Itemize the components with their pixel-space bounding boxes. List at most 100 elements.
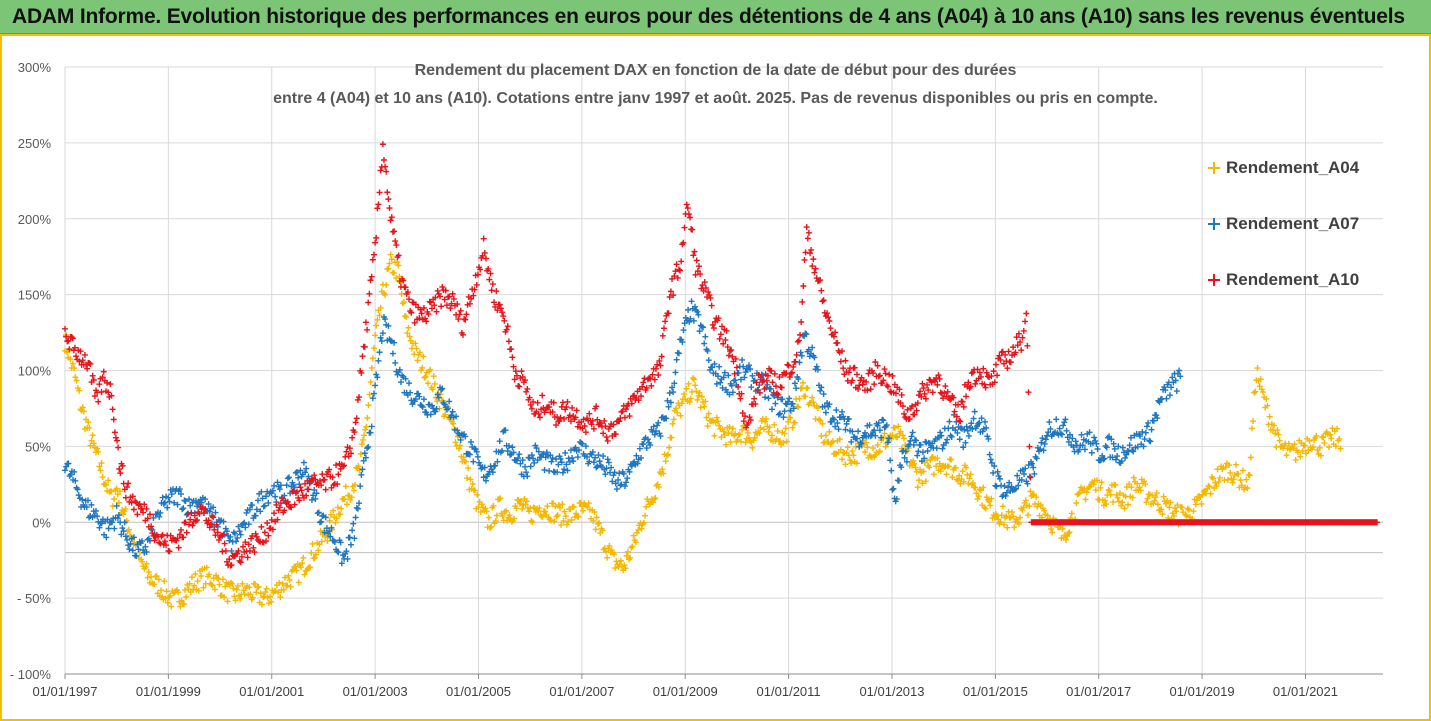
data-point bbox=[511, 376, 518, 383]
data-point bbox=[1002, 351, 1009, 358]
data-point bbox=[1081, 446, 1088, 453]
data-point bbox=[408, 309, 415, 316]
data-point bbox=[573, 407, 580, 414]
data-point bbox=[364, 326, 371, 333]
data-point bbox=[261, 593, 268, 600]
data-point bbox=[236, 528, 243, 535]
data-point bbox=[1007, 359, 1014, 366]
data-point bbox=[917, 441, 924, 448]
data-point bbox=[292, 469, 299, 476]
data-point bbox=[967, 383, 974, 390]
data-point bbox=[1018, 476, 1025, 483]
data-point bbox=[1112, 456, 1119, 463]
data-point bbox=[1154, 415, 1161, 422]
data-point bbox=[884, 439, 891, 446]
data-point bbox=[1103, 501, 1110, 508]
data-point bbox=[403, 314, 410, 321]
data-point bbox=[648, 382, 655, 389]
data-point bbox=[793, 351, 800, 358]
data-point bbox=[1153, 490, 1160, 497]
data-point bbox=[1114, 494, 1121, 501]
data-point bbox=[904, 406, 911, 413]
data-point bbox=[196, 510, 203, 517]
data-point bbox=[1291, 441, 1298, 448]
data-point bbox=[876, 372, 883, 379]
data-point bbox=[363, 423, 370, 430]
data-point bbox=[519, 457, 526, 464]
data-point bbox=[385, 265, 392, 272]
data-point bbox=[114, 437, 121, 444]
data-point bbox=[482, 477, 489, 484]
data-point bbox=[157, 540, 164, 547]
data-point bbox=[228, 547, 235, 554]
data-point bbox=[567, 447, 574, 454]
data-point bbox=[1321, 439, 1328, 446]
data-point bbox=[671, 273, 678, 280]
data-point bbox=[826, 401, 833, 408]
data-point bbox=[833, 407, 840, 414]
data-point bbox=[155, 576, 162, 583]
data-point bbox=[277, 594, 284, 601]
data-point bbox=[1030, 491, 1037, 498]
data-point bbox=[739, 410, 746, 417]
data-point bbox=[1027, 488, 1034, 495]
data-point bbox=[1097, 484, 1104, 491]
data-point bbox=[677, 412, 684, 419]
data-point bbox=[709, 417, 716, 424]
data-point bbox=[276, 579, 283, 586]
data-point bbox=[166, 548, 173, 555]
data-point bbox=[957, 480, 964, 487]
data-point bbox=[898, 464, 905, 471]
data-point bbox=[249, 594, 256, 601]
data-point bbox=[593, 464, 600, 471]
data-point bbox=[1184, 505, 1191, 512]
data-point bbox=[807, 250, 814, 257]
data-point bbox=[817, 277, 824, 284]
data-point bbox=[1116, 490, 1123, 497]
data-point bbox=[490, 502, 497, 509]
data-point bbox=[685, 380, 692, 387]
data-point bbox=[702, 333, 709, 340]
data-point bbox=[1092, 487, 1099, 494]
data-point bbox=[1026, 503, 1033, 510]
data-point bbox=[868, 432, 875, 439]
data-point bbox=[100, 368, 107, 375]
data-point bbox=[951, 408, 958, 415]
data-point bbox=[978, 415, 985, 422]
data-point bbox=[1033, 455, 1040, 462]
data-point bbox=[368, 364, 375, 371]
data-point bbox=[1011, 486, 1018, 493]
data-point bbox=[75, 492, 82, 499]
data-point bbox=[636, 445, 643, 452]
data-point bbox=[606, 542, 613, 549]
data-point bbox=[305, 473, 312, 480]
chart-legend: Rendement_A04 Rendement_A07 Rendement_A10 bbox=[1208, 140, 1408, 308]
data-point bbox=[470, 458, 477, 465]
data-point bbox=[1239, 467, 1246, 474]
data-point bbox=[312, 476, 319, 483]
data-point bbox=[666, 294, 673, 300]
data-point bbox=[1022, 465, 1029, 472]
data-point bbox=[74, 486, 81, 493]
data-point bbox=[1216, 474, 1223, 481]
data-point bbox=[377, 167, 384, 174]
data-point bbox=[1003, 513, 1010, 520]
data-point bbox=[281, 507, 288, 514]
data-point bbox=[1079, 442, 1086, 449]
data-point bbox=[301, 571, 308, 578]
data-point bbox=[1164, 497, 1171, 504]
data-point bbox=[94, 513, 101, 520]
data-point bbox=[376, 189, 383, 196]
data-point bbox=[62, 325, 68, 332]
data-point bbox=[213, 521, 220, 528]
data-point bbox=[96, 463, 103, 470]
data-point bbox=[616, 418, 623, 425]
data-point bbox=[670, 292, 677, 299]
data-point bbox=[789, 369, 796, 376]
legend-label: Rendement_A07 bbox=[1226, 214, 1360, 233]
data-point bbox=[848, 438, 855, 445]
data-point bbox=[338, 560, 345, 567]
data-point bbox=[465, 465, 472, 472]
data-point bbox=[740, 363, 747, 370]
data-point bbox=[849, 428, 856, 435]
